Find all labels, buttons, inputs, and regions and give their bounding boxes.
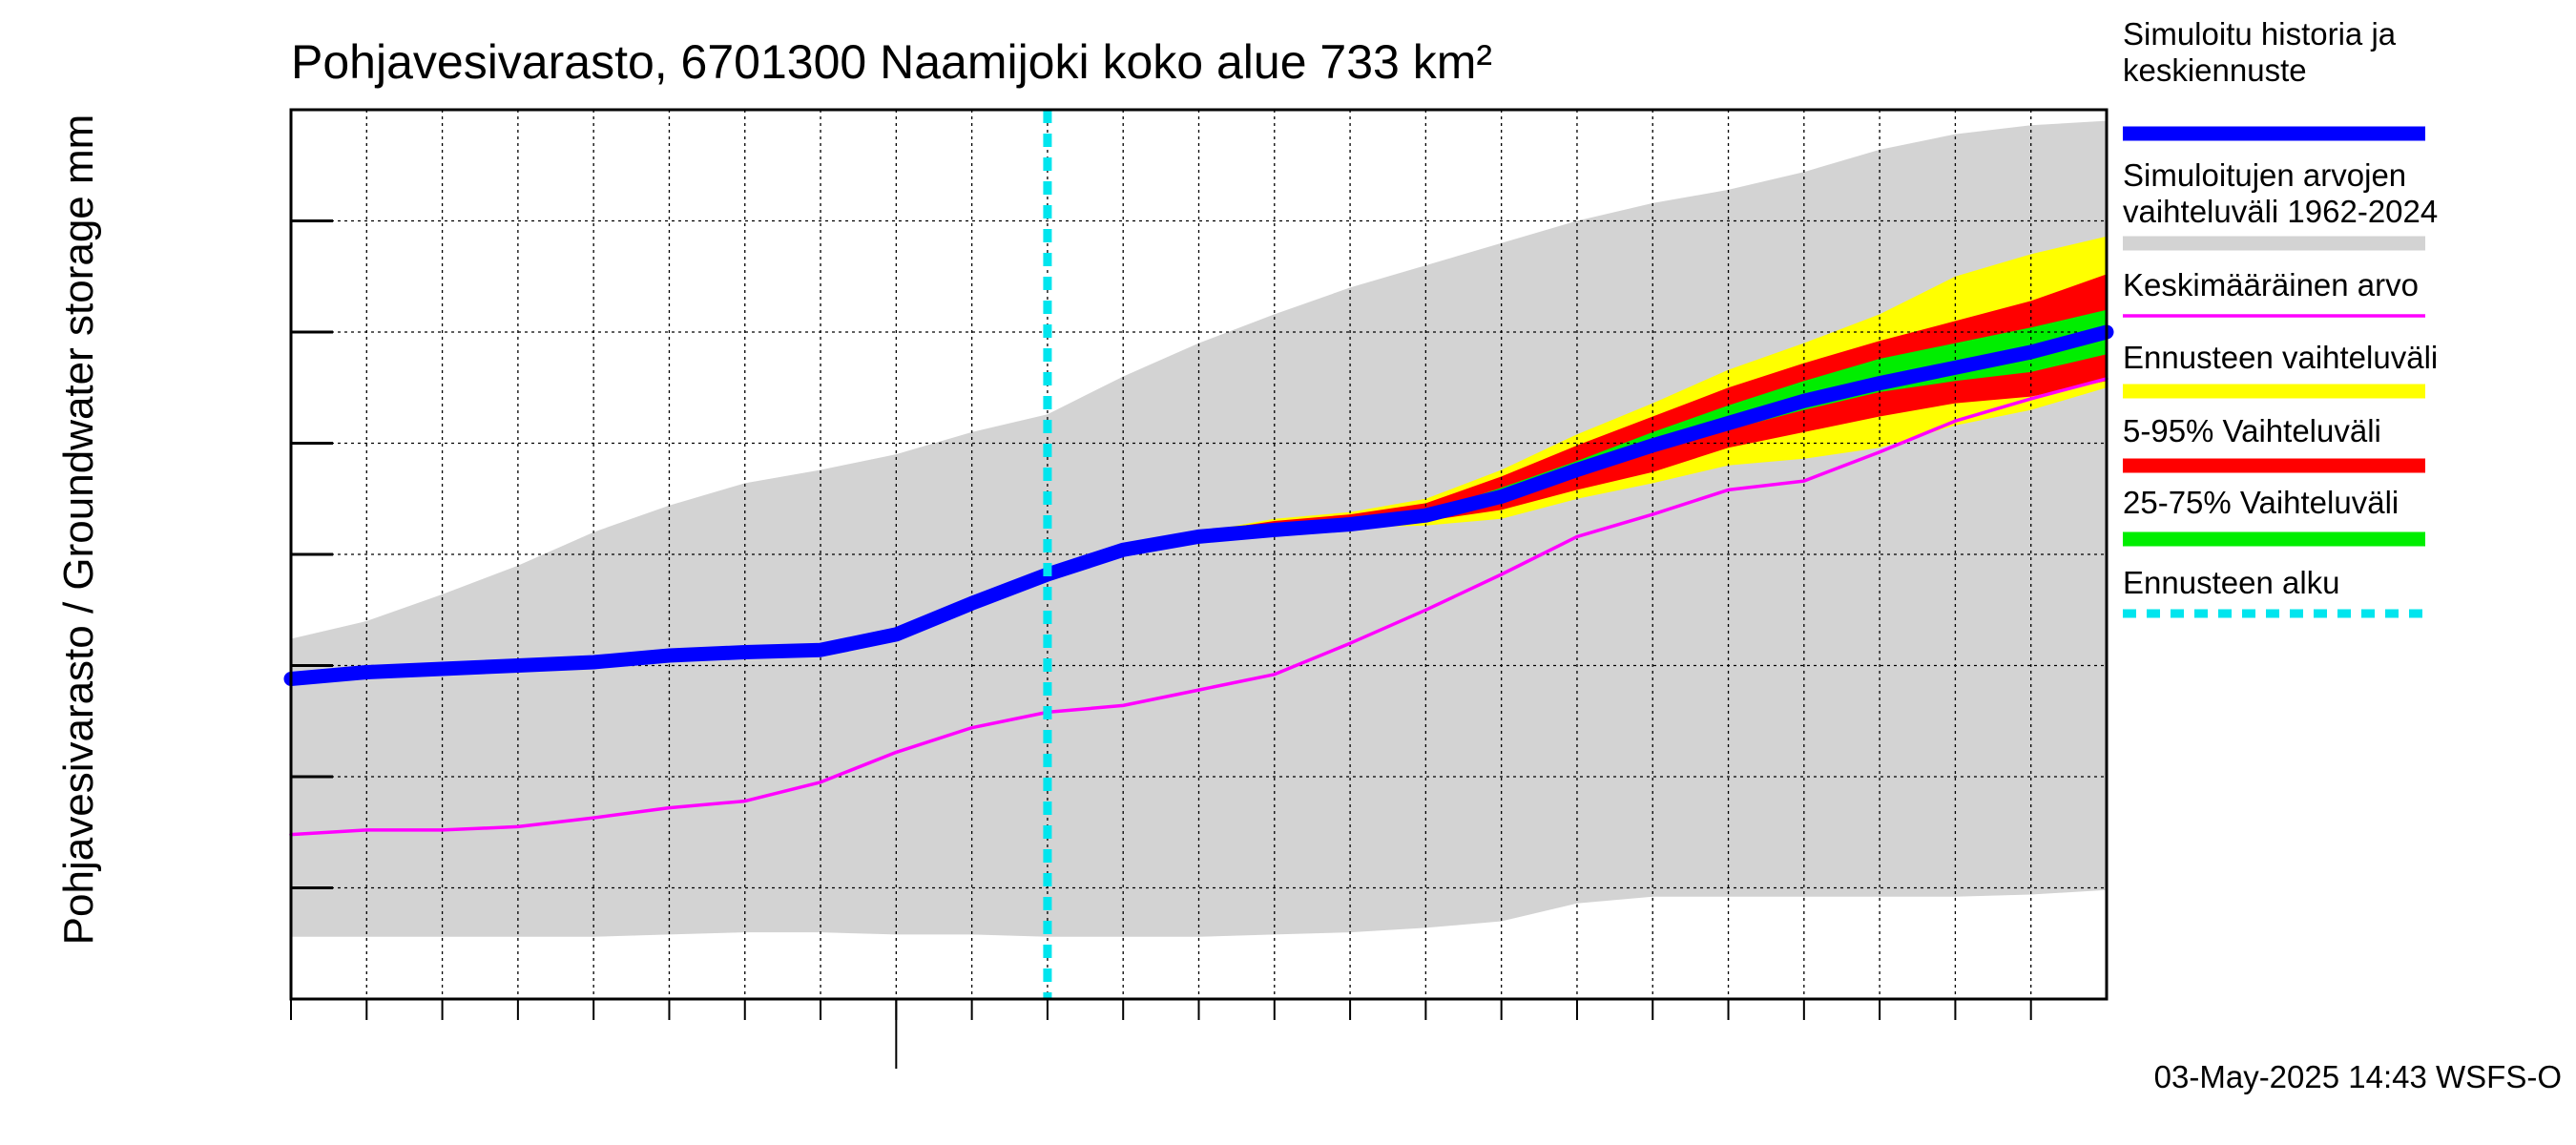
legend-item: Keskimääräinen arvo: [2123, 267, 2425, 318]
legend-label: Ennusteen alku: [2123, 565, 2340, 600]
timestamp: 03-May-2025 14:43 WSFS-O: [2154, 1059, 2562, 1094]
legend-label: Simuloitujen arvojen: [2123, 157, 2406, 193]
chart-title: Pohjavesivarasto, 6701300 Naamijoki koko…: [291, 35, 1492, 89]
legend-label: Simuloitu historia ja: [2123, 16, 2397, 52]
legend-item: 5-95% Vaihteluväli: [2123, 413, 2425, 473]
simulated-median-line: [283, 324, 2114, 686]
plot-area: [283, 108, 2114, 1001]
legend-label: keskiennuste: [2123, 52, 2307, 88]
legend-label: vaihteluväli 1962-2024: [2123, 194, 2438, 229]
lines: [283, 110, 2114, 999]
p25-75-band: [1047, 309, 2107, 577]
axes: [290, 108, 2032, 1069]
legend-label: Ennusteen vaihteluväli: [2123, 340, 2438, 375]
legend-item: Ennusteen vaihteluväli: [2123, 340, 2438, 399]
legend: Simuloitu historia jakeskiennusteSimuloi…: [2123, 16, 2438, 618]
y-axis-label: Pohjavesivarasto / Groundwater storage m…: [55, 114, 102, 946]
legend-label: 5-95% Vaihteluväli: [2123, 413, 2381, 448]
mean-value-line: [289, 377, 2109, 837]
legend-item: Ennusteen alku: [2123, 565, 2425, 618]
legend-label: 25-75% Vaihteluväli: [2123, 485, 2399, 520]
legend-label: Keskimääräinen arvo: [2123, 267, 2419, 302]
legend-item: 25-75% Vaihteluväli: [2123, 485, 2425, 547]
